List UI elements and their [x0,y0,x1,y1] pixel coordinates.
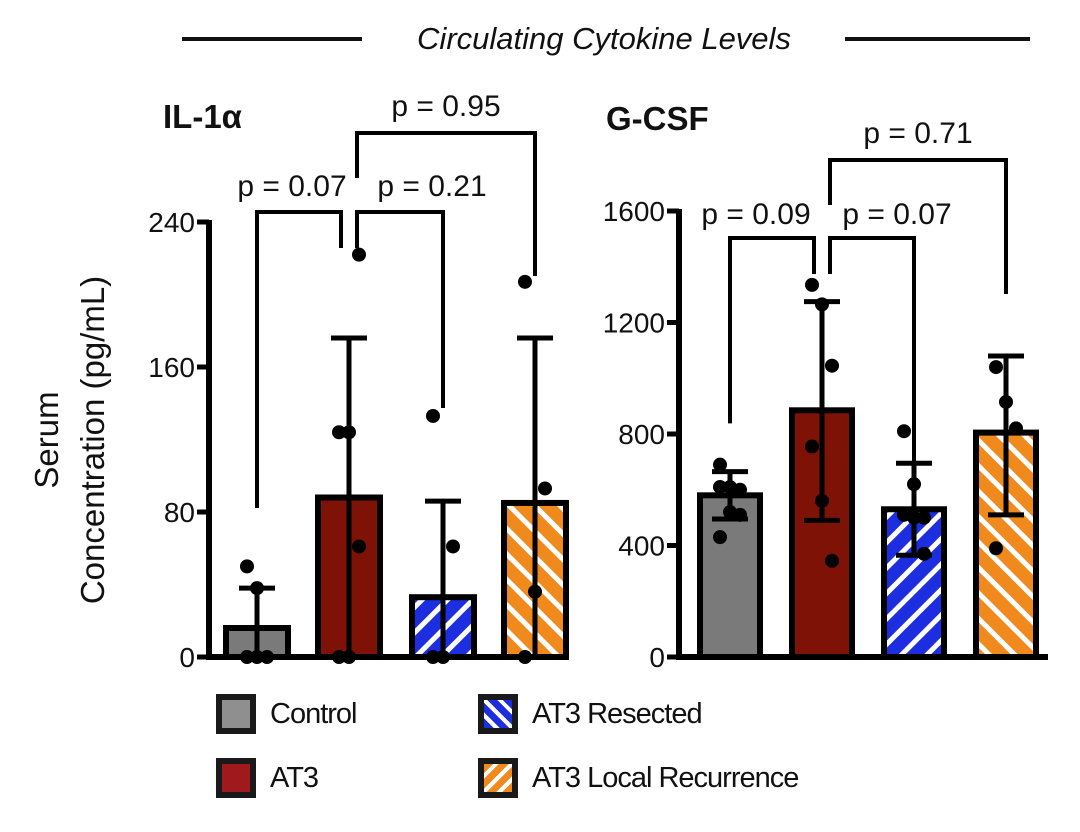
data-point [240,650,254,664]
data-point [713,457,727,472]
y-tick-label: 160 [148,352,195,383]
y-tick-label: 400 [618,531,665,562]
significance-bracket [728,236,816,424]
p-value-label: p = 0.07 [237,170,346,203]
p-value-label: p = 0.09 [701,198,810,231]
y-tick-label: 240 [148,207,195,238]
y-tick-label: 800 [618,419,665,450]
legend-swatch-control [216,694,256,734]
data-point [917,510,931,525]
data-point [713,530,727,545]
data-point [250,581,264,596]
data-point [352,247,366,262]
p-value-label: p = 0.71 [863,117,972,150]
legend-item-at3-resected: AT3 Resected [478,694,703,734]
data-point [446,539,460,554]
legend-swatch-at3-local-recurrence [478,758,518,798]
data-point [342,425,356,440]
data-point [436,650,450,664]
panel-il1a: IL-1α 0 80 160 240 p = 0.07 p = 0.21 p = 0.95 [148,90,569,673]
legend-label-at3-local-recurrence: AT3 Local Recurrence [532,761,799,794]
legend-label-at3-resected: AT3 Resected [532,697,703,730]
data-point [917,546,931,561]
data-point [825,358,839,373]
p-value-label: p = 0.95 [391,90,500,123]
data-point [240,559,254,574]
y-axis-label: Serum Concentration (pg/mL) [28,276,111,604]
legend-item-control: Control [216,694,357,734]
panel-title: IL-1α [163,98,242,135]
y-axis-label-line2: Concentration (pg/mL) [74,276,111,604]
data-point [989,541,1003,556]
significance-bracket [828,236,916,546]
significance-bracket [255,210,343,508]
legend: Control AT3 AT3 Resected AT3 Local Recur… [216,686,896,816]
data-point [426,650,440,664]
legend-label-control: Control [270,697,357,730]
data-point [733,482,747,497]
significance-bracket [828,158,1008,294]
panel-gcsf: G-CSF 0 400 800 1200 1600 p = 0.09 p = 0.07 p = … [603,100,1048,673]
y-tick-label: 0 [179,642,195,673]
data-point [332,425,346,440]
panel-title: G-CSF [606,100,709,137]
y-tick-label: 0 [649,642,665,673]
figure-title: Circulating Cytokine Levels [417,21,791,56]
data-point [518,650,532,664]
data-point [815,493,829,508]
p-value-label: p = 0.07 [842,198,951,231]
legend-label-at3: AT3 [270,761,319,794]
significance-bracket [355,210,445,408]
data-point [342,650,356,664]
p-value-label: p = 0.21 [377,170,486,203]
data-point [250,650,264,664]
data-point [805,439,819,454]
data-point [528,584,542,599]
data-point [989,360,1003,375]
legend-swatch-at3 [216,758,256,798]
legend-item-at3-local-recurrence: AT3 Local Recurrence [478,758,799,798]
data-point [538,481,552,496]
data-point [999,394,1013,409]
data-point [426,408,440,423]
data-point [815,297,829,312]
legend-item-at3: AT3 [216,758,319,798]
data-point [1009,421,1023,436]
bar-control [697,492,763,661]
y-tick-label: 80 [164,497,195,528]
y-axis-label-line1: Serum [28,391,65,488]
significance-bracket [355,131,537,276]
data-point [897,424,911,439]
data-point [733,507,747,522]
data-point [518,274,532,289]
data-point [825,553,839,568]
legend-swatch-at3-resected [478,694,518,734]
data-point [713,479,727,494]
data-point [352,539,366,554]
y-tick-label: 1600 [603,196,665,227]
y-tick-label: 1200 [603,308,665,339]
data-point [332,650,346,664]
data-point [805,277,819,292]
data-point [260,650,274,664]
